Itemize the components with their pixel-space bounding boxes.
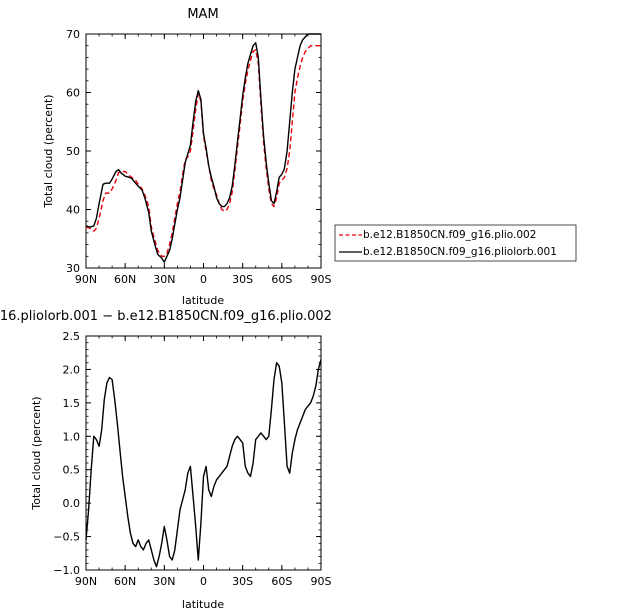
top-x-tick-label: 30N	[153, 273, 175, 286]
top-x-tick-label: 60S	[271, 273, 292, 286]
top-y-tick-label: 30	[66, 262, 80, 275]
legend-label-plio: b.e12.B1850CN.f09_g16.plio.002	[363, 229, 536, 241]
bottom-y-tick-label: −1.0	[53, 564, 80, 577]
bottom-chart-title: b.e12.B1850CN.f09_g16.pliolorb.001 − b.e…	[0, 309, 332, 324]
bottom-panel: b.e12.B1850CN.f09_g16.pliolorb.001 − b.e…	[0, 309, 332, 611]
bottom-y-tick-label: 2.0	[63, 363, 81, 376]
bottom-y-tick-label: 1.0	[63, 430, 81, 443]
top-y-tick-label: 60	[66, 87, 80, 100]
legend-box	[334, 224, 577, 262]
top-x-axis-label: latitude	[182, 294, 224, 307]
bottom-x-ticks: 90N 60N 30N 0 30S 60S 90S	[75, 336, 332, 588]
top-x-tick-label: 30S	[232, 273, 253, 286]
bottom-x-tick-label: 30N	[153, 575, 175, 588]
bottom-y-tick-label: 0.5	[63, 464, 81, 477]
top-panel: MAM 30 40 50 60 70 90N 60N 30N 0 30S 60S 90S latit…	[42, 7, 332, 307]
bottom-x-axis-label: latitude	[182, 598, 224, 611]
top-series-line-1	[85, 33, 321, 263]
top-y-tick-label: 70	[66, 28, 80, 41]
legend: b.e12.B1850CN.f09_g16.plio.002 b.e12.B18…	[334, 224, 577, 262]
bottom-x-tick-label: 30S	[232, 575, 253, 588]
top-x-tick-label: 90N	[75, 273, 97, 286]
top-series-line-0	[85, 45, 321, 257]
bottom-y-tick-label: 1.5	[63, 397, 81, 410]
bottom-y-tick-label: 2.5	[63, 330, 81, 343]
top-y-axis-label: Total cloud (percent)	[42, 94, 55, 208]
bottom-x-tick-label: 90S	[311, 575, 332, 588]
bottom-x-tick-label: 0	[200, 575, 207, 588]
legend-label-pliolorb: b.e12.B1850CN.f09_g16.pliolorb.001	[363, 246, 557, 258]
bottom-y-axis-label: Total cloud (percent)	[30, 396, 43, 510]
bottom-series-line-0	[85, 359, 322, 568]
bottom-x-tick-label: 90N	[75, 575, 97, 588]
bottom-series-lines	[85, 359, 322, 568]
top-series-lines	[85, 33, 321, 263]
top-chart-title: MAM	[187, 7, 218, 22]
bottom-y-ticks: −1.0 −0.5 0.0 0.5 1.0 1.5 2.0 2.5	[53, 330, 321, 577]
top-y-ticks: 30 40 50 60 70	[66, 28, 321, 275]
bottom-y-tick-label: 0.0	[63, 497, 81, 510]
bottom-x-tick-label: 60N	[114, 575, 136, 588]
bottom-x-tick-label: 60S	[271, 575, 292, 588]
top-x-tick-label: 60N	[114, 273, 136, 286]
top-x-ticks: 90N 60N 30N 0 30S 60S 90S	[75, 34, 332, 286]
top-plot-frame	[85, 33, 322, 269]
top-y-tick-label: 50	[66, 145, 80, 158]
top-x-tick-label: 0	[200, 273, 207, 286]
bottom-y-tick-label: −0.5	[53, 531, 80, 544]
top-y-tick-label: 40	[66, 204, 80, 217]
top-x-tick-label: 90S	[311, 273, 332, 286]
